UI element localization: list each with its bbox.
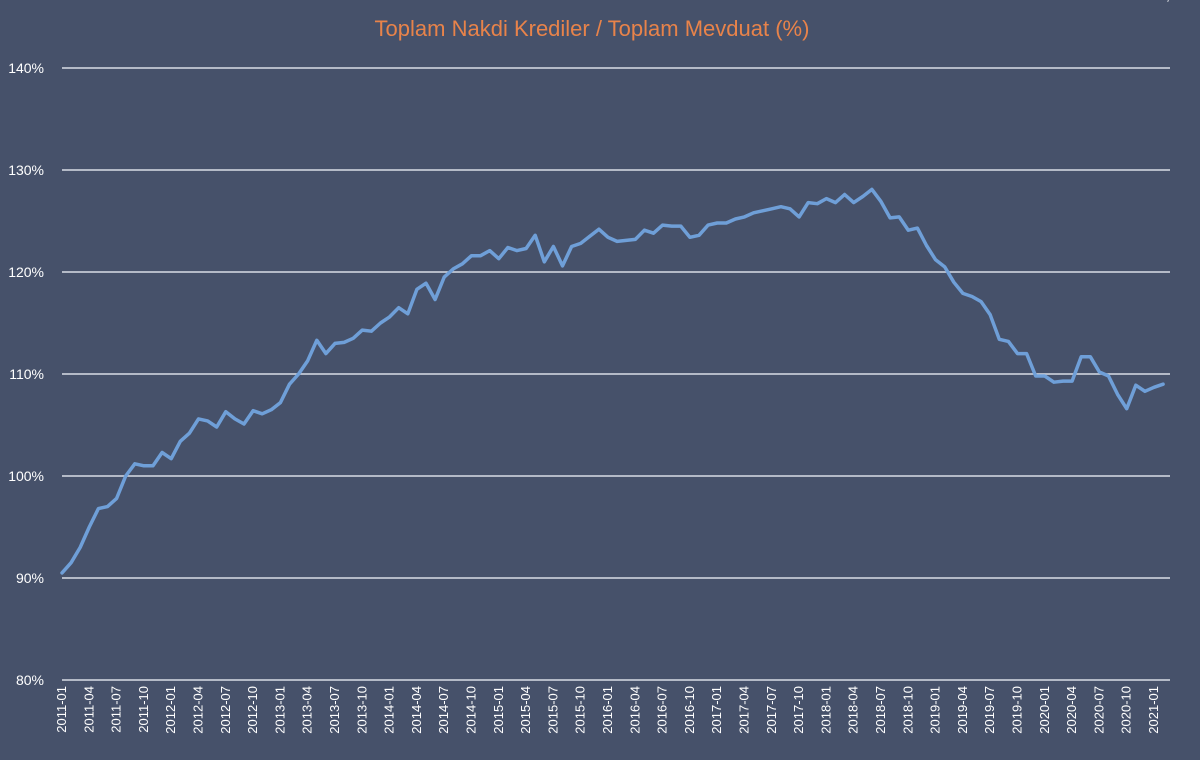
x-tick-label: 2011-01	[54, 686, 69, 733]
x-tick-label: 2018-01	[818, 686, 833, 734]
x-tick-label: 2020-07	[1091, 686, 1106, 734]
x-tick-label: 2011-07	[109, 686, 124, 733]
x-tick-label: 2013-04	[300, 686, 315, 734]
series-line	[60, 187, 1165, 575]
x-tick-label: 2018-07	[873, 686, 888, 734]
chart-title: Toplam Nakdi Krediler / Toplam Mevduat (…	[375, 16, 810, 41]
x-axis: 2011-01 2011-04 2011-07 2011-10 2012-01 2012-…	[54, 686, 1161, 734]
x-tick-label: 2019-01	[928, 686, 943, 734]
series-group	[60, 187, 1165, 575]
x-tick-label: 2016-04	[627, 686, 642, 734]
x-tick-label: 2019-10	[1010, 686, 1025, 734]
x-tick-label: 2017-04	[737, 686, 752, 734]
x-tick-label: 2012-07	[218, 686, 233, 734]
y-tick-label: 120%	[8, 264, 44, 280]
x-tick-label: 2019-07	[982, 686, 997, 734]
x-tick-label: 2012-01	[163, 686, 178, 734]
x-tick-label: 2014-10	[464, 686, 479, 734]
y-tick-label: 90%	[16, 570, 44, 586]
x-tick-label: 2016-01	[600, 686, 615, 734]
x-tick-label: 2013-10	[354, 686, 369, 734]
x-tick-label: 2016-10	[682, 686, 697, 734]
x-tick-label: 2014-07	[436, 686, 451, 734]
x-tick-label: 2015-07	[545, 686, 560, 734]
y-tick-label: 100%	[8, 468, 44, 484]
y-tick-label: 130%	[8, 162, 44, 178]
x-tick-label: 2018-04	[846, 686, 861, 734]
y-tick-label: 110%	[9, 366, 44, 382]
y-tick-label: 140%	[8, 60, 44, 76]
x-tick-label: 2012-10	[245, 686, 260, 734]
x-tick-label: 2015-01	[491, 686, 506, 734]
x-tick-label: 2011-10	[136, 686, 151, 733]
x-tick-label: 2017-07	[764, 686, 779, 734]
x-tick-label: 2013-07	[327, 686, 342, 734]
y-axis: 80% 90% 100% 110% 120% 130% 140%	[8, 60, 44, 688]
x-tick-label: 2016-07	[655, 686, 670, 734]
x-tick-label: 2020-10	[1119, 686, 1134, 734]
x-tick-label: 2019-04	[955, 686, 970, 734]
x-tick-label: 2013-01	[272, 686, 287, 734]
y-tick-label: 80%	[16, 672, 44, 688]
x-tick-label: 2015-04	[518, 686, 533, 734]
annotations: 109,0%	[1143, 0, 1190, 3]
x-tick-label: 2015-10	[573, 686, 588, 734]
data-label: 109,0%	[1143, 0, 1190, 3]
x-tick-label: 2011-04	[81, 686, 96, 733]
x-tick-label: 2017-10	[791, 686, 806, 734]
x-tick-label: 2014-04	[409, 686, 424, 734]
x-tick-label: 2014-01	[382, 686, 397, 734]
x-tick-label: 2020-04	[1064, 686, 1079, 734]
x-tick-label: 2021-01	[1146, 686, 1161, 734]
x-tick-label: 2017-01	[709, 686, 724, 734]
grid-lines	[62, 67, 1170, 681]
x-tick-label: 2018-10	[900, 686, 915, 734]
x-tick-label: 2020-01	[1037, 686, 1052, 734]
x-tick-label: 2012-04	[191, 686, 206, 734]
